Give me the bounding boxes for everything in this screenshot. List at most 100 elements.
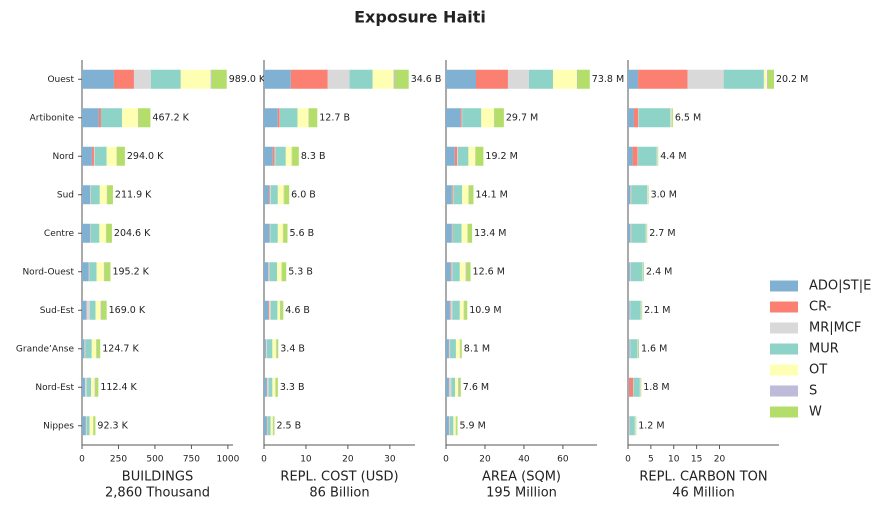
bar-segment — [723, 69, 764, 89]
bar-segment — [450, 300, 453, 320]
bar-segment — [458, 377, 459, 397]
x-axis-label: REPL. CARBON TON — [639, 470, 767, 485]
y-tick-label: Centre — [44, 229, 75, 239]
bar-segment — [630, 262, 643, 282]
bar-segment — [451, 377, 456, 397]
total-label: 3.4 B — [280, 343, 305, 354]
legend-label: W — [809, 405, 822, 420]
total-label: 6.5 M — [675, 112, 701, 123]
bar-segment — [264, 262, 269, 282]
bar-segment — [446, 69, 477, 89]
legend-label: MR|MCF — [809, 321, 861, 336]
bar-segment — [86, 416, 90, 436]
bar-segment — [270, 300, 278, 320]
bar-segment — [629, 416, 635, 436]
bar-segment — [452, 185, 454, 205]
bar-segment — [106, 146, 117, 166]
bar-segment — [270, 223, 278, 243]
bar-segment — [106, 223, 112, 243]
bar-segment — [631, 223, 646, 243]
x-tick-label: 750 — [183, 455, 200, 465]
total-label: 10.9 M — [469, 305, 501, 316]
bar-segment — [107, 185, 113, 205]
legend-swatch — [770, 280, 798, 292]
bar-segment — [449, 416, 450, 436]
total-label: 5.6 B — [289, 228, 314, 239]
bar-segment — [481, 108, 494, 128]
bar-segment — [476, 69, 508, 89]
total-label: 467.2 K — [152, 112, 189, 123]
x-tick-label: 0 — [79, 455, 85, 465]
bar-segment — [456, 416, 458, 436]
bar-segment — [529, 69, 553, 89]
bar-segment — [633, 108, 639, 128]
y-tick-label: Nord — [53, 152, 75, 162]
bar-segment — [89, 416, 94, 436]
total-label: 8.3 B — [301, 151, 326, 162]
bar-segment — [462, 108, 482, 128]
total-label: 5.9 M — [459, 420, 485, 431]
bar-segment — [628, 416, 629, 436]
bar-segment — [628, 185, 631, 205]
x-axis-subtitle: 2,860 Thousand — [105, 486, 210, 501]
bar-segment — [264, 300, 269, 320]
bar-segment — [461, 223, 468, 243]
bar-segment — [632, 146, 638, 166]
bar-segment — [84, 339, 86, 359]
legend-swatch — [770, 406, 798, 418]
bar-segment — [93, 146, 95, 166]
bar-segment — [275, 377, 278, 397]
bar-segment — [458, 377, 461, 397]
legend-swatch — [770, 385, 798, 397]
bar-segment — [628, 146, 633, 166]
total-label: 4.6 B — [285, 305, 310, 316]
bar-segment — [91, 339, 97, 359]
total-label: 195.2 K — [112, 266, 149, 277]
bar-segment — [450, 262, 452, 282]
total-label: 2.5 B — [276, 420, 301, 431]
x-tick-label: 20 — [479, 455, 491, 465]
bar-segment — [86, 300, 90, 320]
bar-segment — [577, 69, 590, 89]
total-label: 14.1 M — [475, 189, 507, 200]
bar-segment — [767, 69, 769, 89]
bar-segment — [630, 300, 641, 320]
total-label: 19.2 M — [485, 151, 517, 162]
bar-segment — [372, 69, 394, 89]
total-label: 3.3 B — [280, 382, 305, 393]
bar-segment — [349, 69, 373, 89]
total-label: 7.6 M — [463, 382, 489, 393]
total-label: 92.3 K — [97, 420, 128, 431]
x-axis-subtitle: 86 Billion — [309, 486, 369, 501]
bar-segment — [393, 69, 395, 89]
y-tick-label: Sud — [57, 190, 74, 200]
total-label: 4.4 M — [660, 151, 686, 162]
y-tick-label: Nord-Ouest — [22, 267, 74, 277]
bar-segment — [180, 69, 211, 89]
bar-segment — [446, 185, 452, 205]
bar-segment — [266, 377, 269, 397]
y-tick-label: Grande’Anse — [16, 344, 75, 354]
x-tick-label: 250 — [110, 455, 127, 465]
bar-segment — [462, 185, 469, 205]
bar-segment — [113, 69, 134, 89]
bar-segment — [93, 416, 96, 436]
total-label: 2.1 M — [644, 305, 670, 316]
bar-segment — [280, 300, 284, 320]
x-tick-label: 500 — [146, 455, 163, 465]
bar-segment — [285, 146, 292, 166]
bar-segment — [121, 108, 139, 128]
bar-segment — [468, 146, 476, 166]
bar-segment — [94, 377, 96, 397]
bar-segment — [494, 108, 504, 128]
bar-segment — [460, 339, 462, 359]
bar-segment — [264, 377, 267, 397]
bar-segment — [269, 185, 271, 205]
bar-segment — [277, 108, 280, 128]
x-tick-label: 30 — [384, 455, 396, 465]
bar-segment — [292, 146, 299, 166]
chart-title: Exposure Haiti — [354, 8, 486, 27]
bar-segment — [96, 339, 101, 359]
bar-segment — [628, 377, 634, 397]
